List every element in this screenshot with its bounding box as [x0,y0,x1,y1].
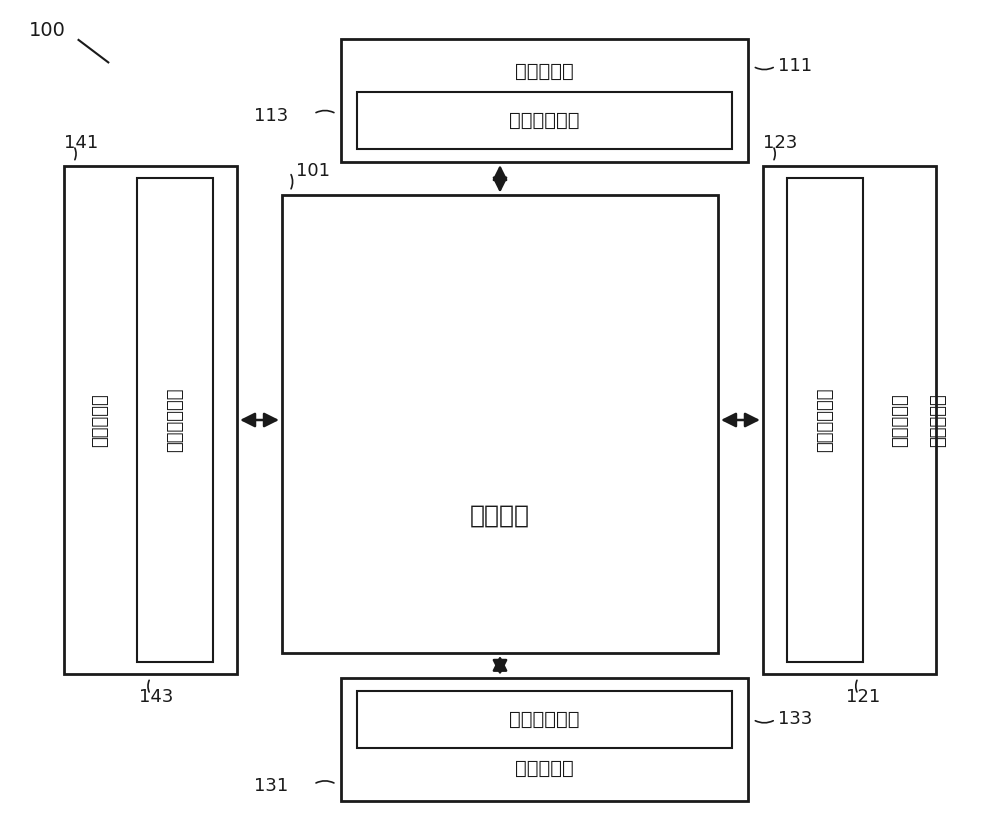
Bar [341,39,748,162]
Text: 存储器单元: 存储器单元 [891,393,909,447]
Text: 111: 111 [778,57,812,75]
Text: 141: 141 [64,134,98,152]
Bar [282,196,718,653]
Bar [357,92,732,149]
Text: 123: 123 [763,134,797,152]
Bar [64,166,237,674]
Text: 113: 113 [254,108,288,125]
Bar [137,178,213,662]
Text: 143: 143 [139,688,173,706]
Text: 133: 133 [778,711,812,728]
Text: 处理组件: 处理组件 [470,504,530,528]
Text: 清求处理单元: 清求处理单元 [509,111,580,130]
Bar [763,166,936,674]
Text: 101: 101 [296,161,330,180]
Text: 存储器单元: 存储器单元 [515,61,574,81]
Text: 清求处理单元: 清求处理单元 [509,710,580,729]
Text: 131: 131 [254,777,288,795]
Text: 存储器单元: 存储器单元 [91,393,109,447]
Bar [341,678,748,801]
Text: 清求处理单元: 清求处理单元 [816,388,834,452]
Text: 存储器单元: 存储器单元 [929,393,947,447]
Bar [787,178,863,662]
Text: 121: 121 [846,688,881,706]
Text: 100: 100 [29,21,66,40]
Bar [357,691,732,748]
Text: 清求处理单元: 清求处理单元 [166,388,184,452]
Text: 存储器单元: 存储器单元 [515,759,574,779]
